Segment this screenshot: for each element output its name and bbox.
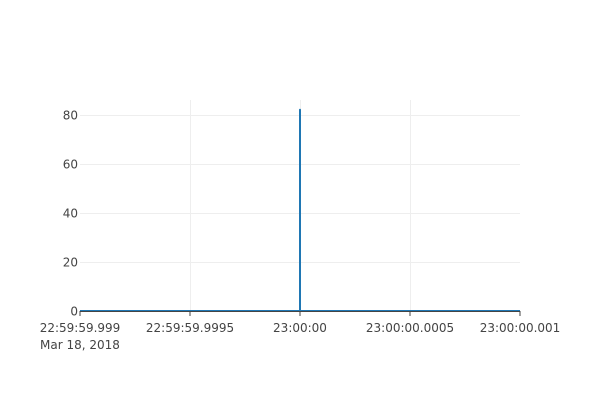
y-tick-label: 60 — [63, 158, 78, 172]
x-date-label: Mar 18, 2018 — [40, 338, 120, 352]
x-tick-label: 22:59:59.9995 — [146, 321, 234, 335]
axes-layer: 0 20 40 60 80 22:59:59.999 22:59:59.9995 23:00:… — [40, 109, 561, 336]
x-tick-label: 23:00:00 — [273, 321, 327, 335]
y-tick-label: 20 — [63, 256, 78, 270]
y-tick-label: 40 — [63, 207, 78, 221]
x-tick-label: 22:59:59.999 — [40, 321, 121, 335]
y-tick-label: 80 — [63, 109, 78, 123]
x-tick-label: 23:00:00.001 — [480, 321, 561, 335]
y-tick-label: 0 — [70, 305, 78, 319]
x-tick-label: 23:00:00.0005 — [366, 321, 454, 335]
